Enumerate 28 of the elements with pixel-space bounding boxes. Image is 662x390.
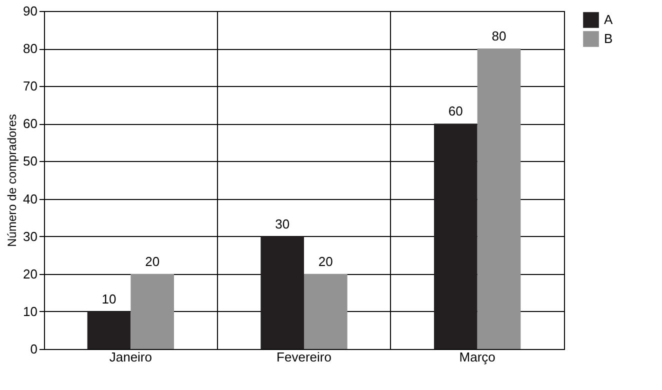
y-tick-label: 50 (23, 154, 38, 169)
y-tick-label: 30 (23, 228, 38, 244)
x-tick-label: Fevereiro (276, 350, 332, 364)
data-label: 10 (102, 291, 116, 306)
x-tick-label: Março (459, 350, 496, 364)
data-label: 20 (318, 254, 333, 269)
bar (130, 274, 174, 349)
data-label: 80 (492, 28, 506, 44)
y-tick-label: 0 (30, 342, 38, 356)
y-axis-title: Número de compradores (5, 114, 20, 247)
y-tick-label: 80 (23, 41, 38, 56)
bar (87, 311, 131, 349)
y-tick-label: 20 (23, 266, 38, 282)
x-tick-label: Janeiro (109, 350, 152, 364)
y-tick-label: 70 (23, 78, 38, 94)
y-tick-label: 40 (23, 191, 38, 206)
y-tick-label: 60 (23, 116, 38, 132)
data-label: 60 (448, 104, 463, 119)
y-tick-label: 10 (23, 304, 38, 319)
bar (434, 124, 478, 349)
y-tick-label: 90 (23, 4, 38, 18)
bar (477, 48, 521, 349)
legend-label: A (604, 12, 613, 27)
bar (304, 274, 348, 349)
bar (260, 236, 304, 349)
data-label: 30 (275, 216, 290, 232)
data-label: 20 (145, 254, 160, 269)
legend-label: B (604, 31, 613, 46)
